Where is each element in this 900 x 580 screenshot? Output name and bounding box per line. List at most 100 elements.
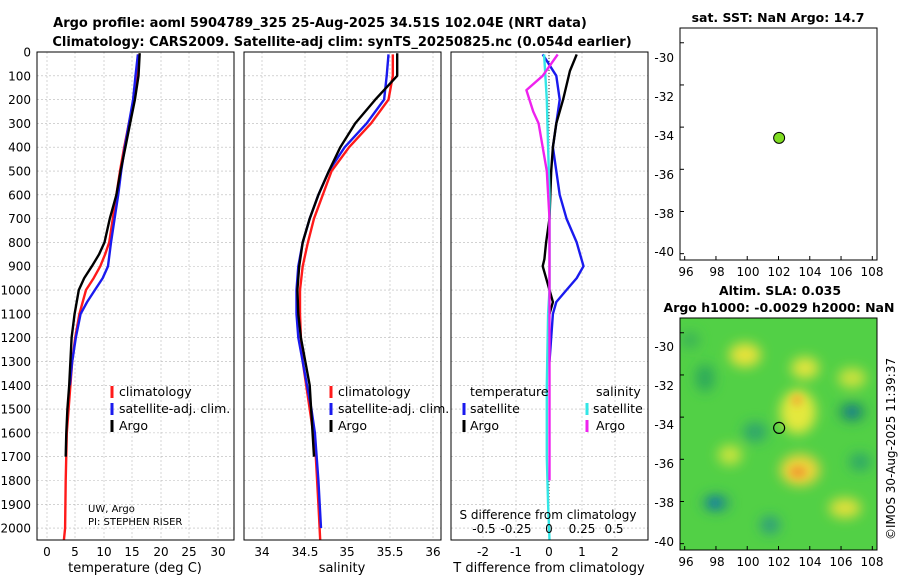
t-difference-tick-label: 1 — [578, 545, 586, 559]
sst-lat-tick-label: -34 — [654, 129, 674, 143]
sla-high-anomaly — [718, 445, 742, 465]
salinity-tick-label: 35 — [339, 545, 354, 559]
salinity-difference-label: S difference from climatology — [460, 508, 637, 522]
salinity-x-label: salinity — [319, 561, 366, 576]
series-line-argo — [64, 53, 141, 457]
legend-label-climatology: climatology — [338, 384, 411, 399]
figure-title-line1: Argo profile: aoml 5904789_325 25-Aug-20… — [53, 16, 587, 31]
depth-tick-label: 1300 — [0, 355, 31, 369]
sla-peak-anomaly — [790, 466, 806, 478]
sla-trough-anomaly — [709, 498, 721, 508]
depth-tick-label: 1000 — [0, 284, 31, 298]
series-line-argo_salinity — [525, 53, 559, 481]
depth-tick-label: 100 — [8, 69, 31, 83]
legend-label-satellite: satellite-adj. clim. — [119, 401, 230, 416]
s-difference-tick-label: -0.25 — [500, 522, 531, 536]
sst-lat-tick-label: -32 — [654, 90, 674, 104]
difference-axes-frame — [450, 51, 649, 541]
temperature-x-label: temperature (deg C) — [68, 561, 202, 576]
depth-tick-label: 1900 — [0, 498, 31, 512]
sst-lon-tick-label: 108 — [861, 265, 884, 279]
temperature-tick-label: 30 — [210, 545, 225, 559]
sla-peak-anomaly — [791, 394, 803, 406]
sla-low-anomaly — [849, 453, 871, 471]
sst-lat-tick-label: -38 — [654, 207, 674, 221]
depth-tick-label: 700 — [8, 212, 31, 226]
temperature-panel: 0100200300400500600700800900100011001200… — [0, 46, 235, 576]
difference-panel: S difference from climatology -0.5 -0.25… — [450, 51, 649, 576]
sla-map-panel: Altim. SLA: 0.035 Argo h1000: -0.0029 h2… — [654, 283, 894, 569]
legend-label-argo: Argo — [119, 418, 148, 433]
sla-low-anomaly — [680, 332, 700, 348]
temperature-series — [62, 53, 141, 541]
legend-label-s-satellite: satellite — [593, 401, 643, 416]
sla-heatmap — [680, 318, 877, 550]
sst-lon-tick-label: 102 — [768, 265, 791, 279]
temperature-difference-x-label: T difference from climatology — [452, 561, 645, 576]
legend-title-temperature: temperature — [470, 384, 549, 399]
sst-map-frame — [679, 27, 878, 261]
sla-lat-tick-label: -30 — [654, 340, 674, 354]
s-difference-tick-label: -0.5 — [472, 522, 495, 536]
sla-low-anomaly — [695, 364, 715, 392]
salinity-grid — [261, 52, 434, 540]
s-difference-tick-label: 0.5 — [604, 522, 623, 536]
sla-lon-tick-label: 98 — [709, 555, 724, 569]
sla-map-y-tick-labels: -30 -32 -34 -36 -38 -40 — [654, 340, 674, 549]
temperature-tick-label: 15 — [124, 545, 139, 559]
difference-series — [525, 53, 585, 541]
sla-lon-tick-label: 96 — [678, 555, 693, 569]
series-line-argo — [296, 53, 399, 457]
depth-tick-label: 1600 — [0, 426, 31, 440]
legend-label-s-argo: Argo — [596, 418, 625, 433]
sla-map-title-line1: Altim. SLA: 0.035 — [719, 283, 841, 298]
depth-tick-label: 300 — [8, 117, 31, 131]
depth-tick-label: 0 — [23, 46, 31, 60]
sla-trough-anomaly — [846, 407, 858, 417]
sla-lat-tick-label: -36 — [654, 457, 674, 471]
t-difference-tick-label: -2 — [477, 545, 489, 559]
temperature-tick-label: 20 — [153, 545, 168, 559]
salinity-legend: climatology satellite-adj. clim. Argo — [329, 384, 449, 433]
sla-low-anomaly — [743, 422, 767, 442]
salinity-plot-area — [244, 52, 441, 540]
temperature-tick-label: 10 — [96, 545, 111, 559]
depth-tick-label: 500 — [8, 165, 31, 179]
pi-credit: PI: STEPHEN RISER — [88, 517, 182, 528]
s-difference-tick-label: 0.25 — [569, 522, 596, 536]
depth-tick-label: 2000 — [0, 522, 31, 536]
sla-map-title-line2: Argo h1000: -0.0029 h2000: NaN — [664, 300, 895, 315]
sla-high-anomaly — [729, 343, 761, 367]
salinity-tick-label: 34 — [254, 545, 269, 559]
depth-tick-labels: 0 100 200 300 400 500 600 700 800 900 1000 1100 1200… — [0, 46, 31, 536]
salinity-difference-tick-labels: -0.5 -0.25 0 0.25 0.5 — [472, 522, 623, 536]
salinity-tick-label: 34.5 — [292, 545, 319, 559]
depth-tick-label: 1800 — [0, 474, 31, 488]
sla-high-anomaly — [780, 390, 816, 434]
temperature-tick-label: 25 — [181, 545, 196, 559]
t-difference-tick-label: 2 — [611, 545, 619, 559]
series-line-satellite — [68, 54, 140, 386]
temperature-tick-label: 0 — [43, 545, 51, 559]
sst-lon-tick-label: 96 — [678, 265, 693, 279]
sla-lon-tick-label: 100 — [737, 555, 760, 569]
figure-title-line2: Climatology: CARS2009. Satellite-adj cli… — [52, 35, 631, 50]
sst-lat-tick-label: -30 — [654, 51, 674, 65]
sla-lon-tick-label: 104 — [799, 555, 822, 569]
sst-lon-tick-label: 106 — [830, 265, 853, 279]
sla-lat-tick-label: -38 — [654, 496, 674, 510]
legend-label-t-satellite: satellite — [470, 401, 520, 416]
sla-heatmap-extremes — [709, 394, 858, 508]
legend-title-salinity: salinity — [596, 384, 641, 399]
temperature-legend: climatology satellite-adj. clim. Argo — [110, 384, 230, 433]
sst-map-title: sat. SST: NaN Argo: 14.7 — [692, 10, 865, 25]
sst-map-y-tick-labels: -30 -32 -34 -36 -38 -40 — [654, 51, 674, 259]
sst-lat-tick-label: -36 — [654, 168, 674, 182]
legend-label-climatology: climatology — [119, 384, 192, 399]
salinity-axes-frame — [243, 51, 442, 541]
sla-high-anomaly — [829, 498, 861, 518]
sst-lon-tick-label: 104 — [799, 265, 822, 279]
sla-low-anomaly — [760, 516, 780, 534]
sla-lon-tick-label: 106 — [830, 555, 853, 569]
s-difference-tick-label: 0 — [545, 522, 553, 536]
